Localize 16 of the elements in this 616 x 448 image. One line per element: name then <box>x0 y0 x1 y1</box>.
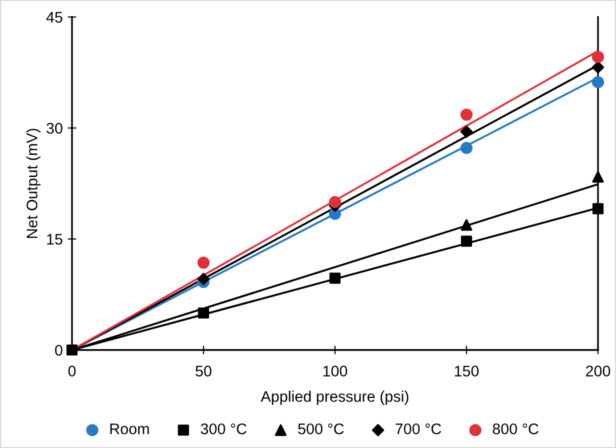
legend-label: 300 °C <box>200 423 247 434</box>
y-tick-label: 15 <box>47 234 62 245</box>
y-tick-label: 0 <box>55 344 62 356</box>
x-tick-label: 50 <box>196 366 212 376</box>
x-tick-label: 150 <box>454 366 479 376</box>
y-axis-title: Net Output (mV) <box>26 128 40 238</box>
x-axis-title: Applied pressure (psi) <box>260 390 408 405</box>
x-tick-label: 0 <box>68 366 76 376</box>
y-tick-label: 45 <box>46 12 62 23</box>
legend-label: 700 °C <box>396 423 442 434</box>
legend-label: 800 °C <box>492 423 538 434</box>
legend-label: Room <box>110 424 149 434</box>
legend-label: 500 °C <box>298 423 344 434</box>
y-tick-label: 30 <box>46 122 62 134</box>
x-tick-label: 200 <box>586 366 610 376</box>
x-tick-label: 100 <box>323 366 348 376</box>
